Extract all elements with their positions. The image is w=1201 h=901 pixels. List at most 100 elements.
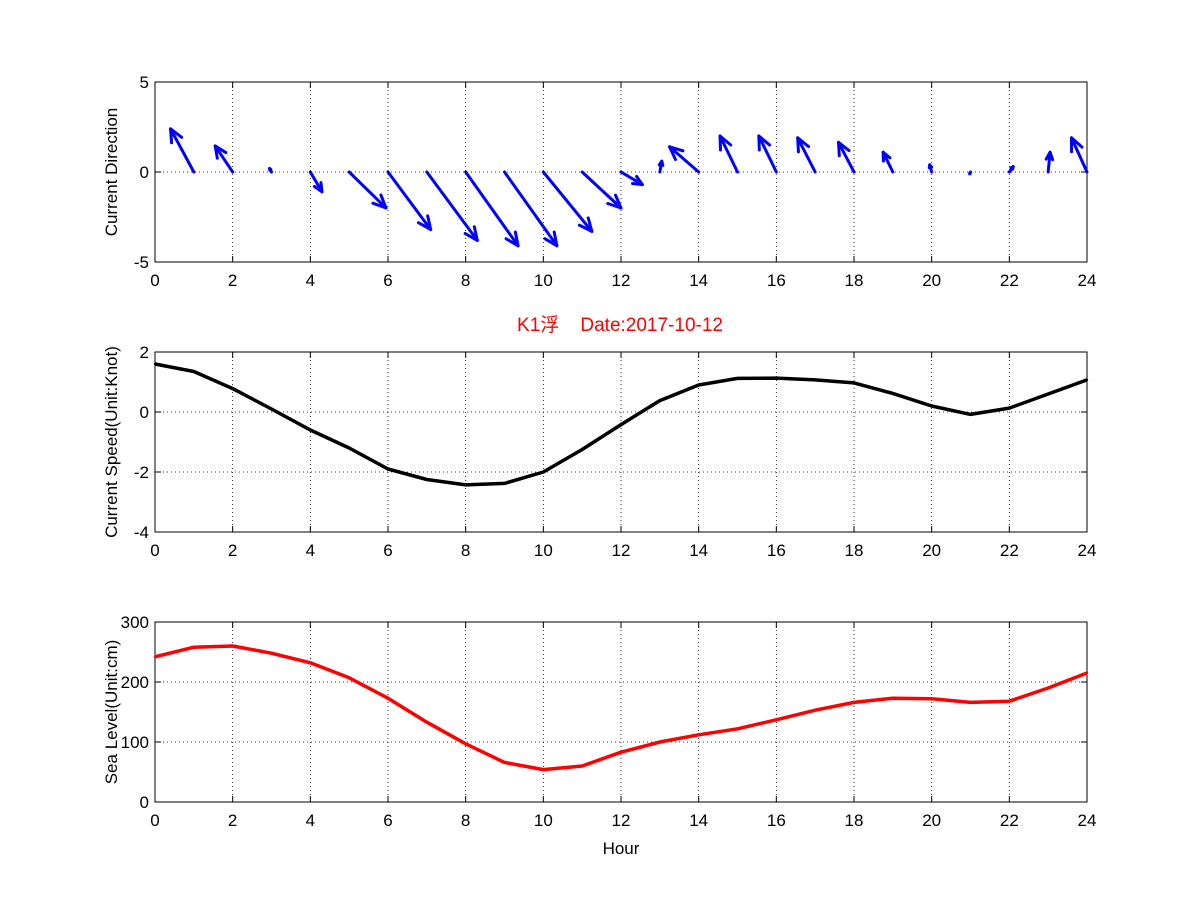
current-direction-arrow: [1044, 150, 1055, 174]
current-direction-arrow-shaft: [668, 145, 701, 174]
sea-level-plot-area: [154, 621, 1088, 803]
current-direction-arrow: [881, 150, 895, 174]
current-direction-arrow-shaft: [425, 170, 479, 242]
current-direction-arrow-head: [1044, 150, 1055, 162]
current-speed-data-point: [658, 399, 662, 402]
sea-level-data-point: [658, 740, 662, 744]
current-speed-x-tick-label: 0: [150, 541, 159, 560]
current-speed-data-point: [736, 377, 739, 380]
current-direction-arrow-shaft: [619, 170, 644, 187]
current-direction-arrow-shaft: [1069, 136, 1089, 174]
current-direction-arrow-head: [1069, 136, 1084, 154]
current-direction-arrow-shaft: [308, 170, 324, 194]
current-speed-data-point: [386, 467, 390, 471]
current-direction-arrow: [213, 144, 235, 174]
current-direction-arrow-shaft: [718, 134, 739, 174]
current-direction-arrow-head: [213, 144, 228, 160]
current-direction-arrow-shaft: [757, 134, 778, 174]
sea-level-data-point: [386, 697, 390, 700]
current-speed-data-point: [697, 383, 700, 387]
current-direction-arrow-head: [463, 225, 479, 242]
current-speed-data-point: [347, 446, 351, 450]
current-speed-data-point: [1046, 392, 1050, 396]
current-direction-arrow-head: [927, 163, 934, 170]
current-speed-data-point: [270, 407, 273, 411]
current-direction-arrow: [757, 134, 778, 174]
current-direction-arrow: [927, 163, 934, 174]
current-speed-data-point: [464, 483, 467, 487]
current-direction-arrow: [796, 136, 817, 174]
current-direction-arrow-head: [504, 230, 520, 248]
current-speed-x-tick-label: 18: [845, 541, 864, 560]
current-direction-arrow-shaft: [386, 170, 433, 232]
current-direction-y-tick-label: 0: [140, 163, 149, 182]
current-direction-x-tick-label: 16: [767, 271, 786, 290]
sea-level-data-point: [891, 697, 895, 700]
current-speed-y-tick-label: 0: [140, 403, 149, 422]
sea-level-x-tick-label: 20: [922, 811, 941, 830]
current-direction-x-tick-label: 12: [612, 271, 631, 290]
current-speed-x-tick-label: 10: [534, 541, 553, 560]
current-direction-arrow-head: [668, 145, 685, 161]
current-direction-arrow-shaft: [464, 170, 520, 248]
current-direction-arrow: [668, 145, 701, 174]
sea-level-data-point: [1008, 700, 1011, 703]
current-direction-arrow: [308, 170, 324, 194]
current-direction-arrow-shaft: [213, 144, 235, 174]
current-direction-arrow-head: [543, 230, 559, 248]
current-direction-arrow-head: [657, 159, 665, 167]
current-direction-arrow-head: [577, 216, 594, 233]
current-direction-arrow-shaft: [503, 170, 559, 248]
sea-level-x-tick-label: 4: [306, 811, 315, 830]
sea-level-y-tick-label: 300: [121, 613, 149, 632]
current-direction-arrow-head: [718, 134, 733, 152]
sea-level-x-tick-label: 2: [228, 811, 237, 830]
current-speed-data-point: [580, 448, 584, 451]
current-direction-arrow: [268, 166, 273, 174]
sea-level-x-tick-label: 24: [1078, 811, 1097, 830]
current-speed-y-tick-label: 2: [140, 343, 149, 362]
current-speed-data-point: [153, 362, 157, 366]
sea-level-data-point: [1046, 686, 1050, 690]
current-direction-y-axis-label: Current Direction: [102, 108, 121, 237]
current-direction-arrow: [503, 170, 559, 248]
current-direction-arrow: [169, 127, 196, 174]
sea-level-data-point: [309, 661, 312, 664]
current-speed-y-tick-label: -4: [134, 523, 149, 542]
current-direction-arrow-head: [836, 140, 851, 158]
current-speed-x-tick-label: 20: [922, 541, 941, 560]
current-speed-x-tick-label: 16: [767, 541, 786, 560]
sea-level-y-axis-label: Sea Level(Unit:cm): [102, 640, 121, 785]
sea-level-x-tick-label: 10: [534, 811, 553, 830]
current-speed-data-point: [1085, 378, 1089, 382]
current-speed-plot-area: [154, 351, 1088, 533]
figure-title: K1浮 Date:2017-10-12: [517, 314, 723, 336]
sea-level-data-point: [930, 697, 933, 700]
current-direction-arrow: [541, 170, 594, 233]
current-direction-arrow: [968, 170, 972, 176]
current-direction-arrow: [347, 170, 388, 210]
sea-level-data-point: [542, 768, 545, 771]
current-direction-x-tick-label: 8: [461, 271, 470, 290]
sea-level-data-point: [464, 742, 467, 745]
current-direction-arrow-head: [312, 181, 324, 194]
current-direction-x-tick-label: 6: [383, 271, 392, 290]
sea-level-data-point: [231, 644, 234, 648]
sea-level-data-point: [1085, 671, 1089, 675]
current-speed-x-tick-label: 22: [1000, 541, 1019, 560]
sea-level-data-point: [503, 761, 506, 764]
sea-level-x-tick-label: 16: [767, 811, 786, 830]
current-direction-arrow: [464, 170, 520, 248]
sea-level-data-point: [619, 751, 623, 754]
current-direction-arrow-head: [1009, 165, 1015, 171]
sea-level-x-tick-label: 18: [845, 811, 864, 830]
current-speed-data-point: [503, 482, 506, 485]
current-direction-arrow-shaft: [796, 136, 817, 174]
sea-level-data-point: [813, 709, 817, 712]
current-speed-data-point: [425, 478, 429, 481]
current-speed-data-point: [891, 392, 895, 395]
sea-level-x-tick-label: 14: [689, 811, 708, 830]
current-speed-y-tick-label: -2: [134, 463, 149, 482]
sea-level-y-tick-label: 100: [121, 733, 149, 752]
current-speed-y-axis-label: Current Speed(Unit:Knot): [102, 346, 121, 538]
